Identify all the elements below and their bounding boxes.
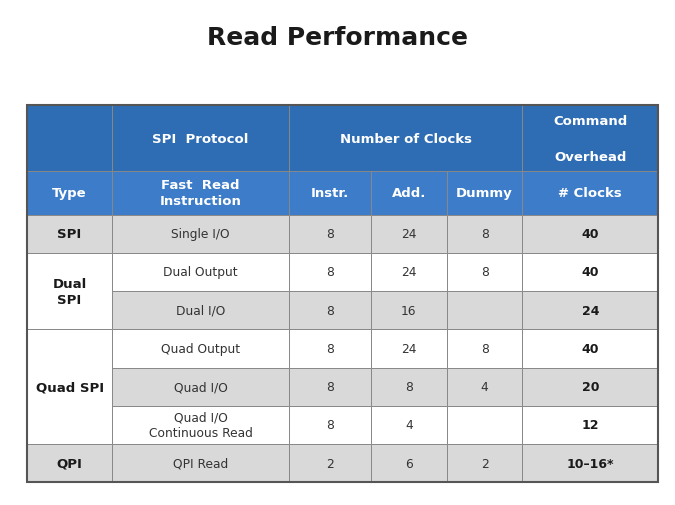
- Polygon shape: [447, 291, 522, 330]
- Text: SPI  Protocol: SPI Protocol: [153, 132, 249, 145]
- Text: Quad SPI: Quad SPI: [36, 380, 104, 393]
- Polygon shape: [289, 330, 371, 368]
- Text: 16: 16: [401, 304, 416, 317]
- Text: Command

Overhead: Command Overhead: [553, 115, 627, 164]
- Text: Dual
SPI: Dual SPI: [53, 277, 86, 306]
- Text: 8: 8: [481, 342, 489, 355]
- Text: 24: 24: [401, 342, 416, 355]
- Polygon shape: [522, 291, 658, 330]
- Text: QPI Read: QPI Read: [173, 457, 228, 470]
- Polygon shape: [112, 368, 289, 406]
- Polygon shape: [447, 215, 522, 254]
- Polygon shape: [371, 330, 447, 368]
- Text: SPI: SPI: [57, 228, 82, 241]
- Polygon shape: [289, 215, 371, 254]
- Polygon shape: [112, 330, 289, 368]
- Text: 2: 2: [481, 457, 489, 470]
- Polygon shape: [289, 254, 371, 291]
- Text: 8: 8: [405, 380, 413, 393]
- Polygon shape: [522, 172, 658, 215]
- Text: 40: 40: [582, 228, 599, 241]
- Text: 8: 8: [326, 342, 334, 355]
- Text: 4: 4: [405, 419, 412, 431]
- Polygon shape: [522, 106, 658, 172]
- Polygon shape: [27, 106, 112, 172]
- Polygon shape: [371, 406, 447, 444]
- Polygon shape: [289, 406, 371, 444]
- Text: 24: 24: [401, 228, 416, 241]
- Polygon shape: [447, 368, 522, 406]
- Polygon shape: [447, 444, 522, 482]
- Text: 24: 24: [582, 304, 599, 317]
- Text: Read Performance: Read Performance: [207, 26, 468, 50]
- Polygon shape: [371, 215, 447, 254]
- Polygon shape: [289, 444, 371, 482]
- Text: 4: 4: [481, 380, 489, 393]
- Text: 20: 20: [582, 380, 599, 393]
- Text: Number of Clocks: Number of Clocks: [340, 132, 472, 145]
- Text: 8: 8: [326, 266, 334, 279]
- Polygon shape: [371, 291, 447, 330]
- Polygon shape: [289, 106, 522, 172]
- Text: Dummy: Dummy: [456, 187, 513, 200]
- Polygon shape: [27, 444, 112, 482]
- Text: Instr.: Instr.: [310, 187, 349, 200]
- Text: Quad I/O
Continuous Read: Quad I/O Continuous Read: [148, 411, 252, 439]
- Polygon shape: [112, 254, 289, 291]
- Text: Dual Output: Dual Output: [163, 266, 238, 279]
- Text: Single I/O: Single I/O: [171, 228, 230, 241]
- Polygon shape: [371, 172, 447, 215]
- Text: Fast  Read
Instruction: Fast Read Instruction: [159, 179, 242, 208]
- Polygon shape: [522, 254, 658, 291]
- Polygon shape: [289, 172, 371, 215]
- Text: 10–16*: 10–16*: [566, 457, 614, 470]
- Text: 2: 2: [326, 457, 334, 470]
- Text: 8: 8: [481, 228, 489, 241]
- Text: 8: 8: [481, 266, 489, 279]
- Polygon shape: [112, 106, 289, 172]
- Polygon shape: [371, 368, 447, 406]
- Polygon shape: [447, 172, 522, 215]
- Polygon shape: [112, 172, 289, 215]
- Polygon shape: [447, 406, 522, 444]
- Polygon shape: [289, 368, 371, 406]
- Polygon shape: [447, 254, 522, 291]
- Text: 8: 8: [326, 228, 334, 241]
- Text: 6: 6: [405, 457, 412, 470]
- Polygon shape: [27, 254, 112, 330]
- Polygon shape: [112, 215, 289, 254]
- Polygon shape: [522, 406, 658, 444]
- Text: 8: 8: [326, 304, 334, 317]
- Polygon shape: [27, 330, 112, 444]
- Polygon shape: [522, 215, 658, 254]
- Text: Dual I/O: Dual I/O: [176, 304, 225, 317]
- Text: 24: 24: [401, 266, 416, 279]
- Text: Add.: Add.: [392, 187, 426, 200]
- Text: 8: 8: [326, 380, 334, 393]
- Polygon shape: [27, 215, 112, 254]
- Text: 40: 40: [582, 342, 599, 355]
- Text: 40: 40: [582, 266, 599, 279]
- Text: Quad I/O: Quad I/O: [173, 380, 227, 393]
- Polygon shape: [522, 330, 658, 368]
- Polygon shape: [112, 291, 289, 330]
- Text: Type: Type: [52, 187, 87, 200]
- Text: Quad Output: Quad Output: [161, 342, 240, 355]
- Polygon shape: [371, 444, 447, 482]
- Polygon shape: [522, 444, 658, 482]
- Polygon shape: [371, 254, 447, 291]
- Polygon shape: [112, 444, 289, 482]
- Text: 12: 12: [582, 419, 599, 431]
- Polygon shape: [27, 172, 112, 215]
- Text: 8: 8: [326, 419, 334, 431]
- Text: # Clocks: # Clocks: [558, 187, 622, 200]
- Polygon shape: [522, 368, 658, 406]
- Polygon shape: [289, 291, 371, 330]
- Text: QPI: QPI: [57, 457, 82, 470]
- Polygon shape: [447, 330, 522, 368]
- Polygon shape: [112, 406, 289, 444]
